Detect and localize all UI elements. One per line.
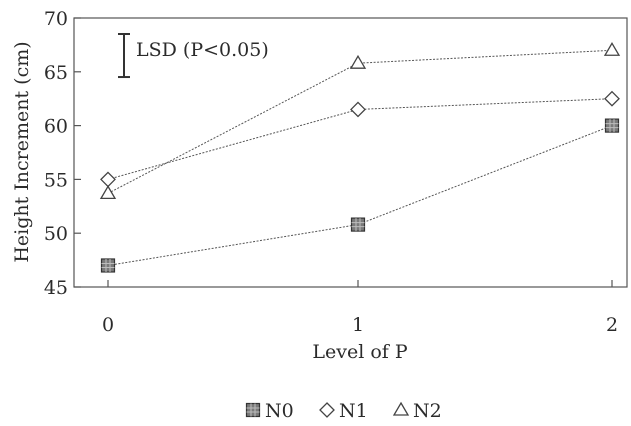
- lsd-label: LSD (P<0.05): [136, 39, 269, 61]
- legend-marker-n0: [245, 402, 261, 418]
- plot-frame: [73, 17, 628, 288]
- y-tick-label: 55: [44, 169, 68, 191]
- x-axis-label: Level of P: [312, 341, 407, 363]
- data-point-n1: [100, 171, 116, 188]
- y-tick-label: 50: [44, 223, 68, 245]
- legend-label-n2: N2: [413, 400, 442, 422]
- data-point-n2: [349, 54, 367, 69]
- series-n2: [99, 41, 621, 200]
- y-tick-label: 45: [44, 277, 68, 299]
- data-point-n0: [350, 217, 366, 232]
- plot-border: [73, 17, 628, 288]
- series-layer: [99, 41, 621, 273]
- legend-marker-n2: [392, 401, 410, 416]
- data-point-n2: [99, 185, 117, 200]
- legend-item-n0: N0: [245, 400, 294, 422]
- x-tick-label: 1: [352, 314, 364, 336]
- legend-marker-n1: [319, 402, 335, 418]
- x-axis: 0 1 2: [102, 280, 618, 336]
- y-tick-label: 65: [44, 62, 68, 84]
- series-line-n0: [107, 125, 613, 266]
- lsd-annotation: LSD (P<0.05): [118, 33, 269, 79]
- series-line-n2: [107, 49, 613, 194]
- legend-label-n1: N1: [339, 400, 368, 422]
- data-point-n2: [603, 41, 621, 56]
- data-point-n0: [604, 118, 620, 133]
- series-n1: [100, 90, 620, 188]
- x-tick-label: 0: [102, 314, 114, 336]
- legend-item-n2: N2: [392, 400, 442, 422]
- y-tick-label: 60: [44, 116, 68, 138]
- data-point-n1: [350, 101, 366, 118]
- y-axis: 45 50 55 60 65 70: [44, 8, 81, 299]
- series-n0: [100, 118, 620, 273]
- data-point-n0: [100, 258, 116, 273]
- y-tick-label: 70: [44, 8, 68, 30]
- legend-item-n1: N1: [319, 400, 368, 422]
- x-tick-label: 2: [606, 314, 618, 336]
- legend: N0 N1 N2: [245, 400, 442, 422]
- data-point-n1: [604, 90, 620, 107]
- legend-label-n0: N0: [265, 400, 294, 422]
- y-axis-label: Height Increment (cm): [11, 41, 33, 262]
